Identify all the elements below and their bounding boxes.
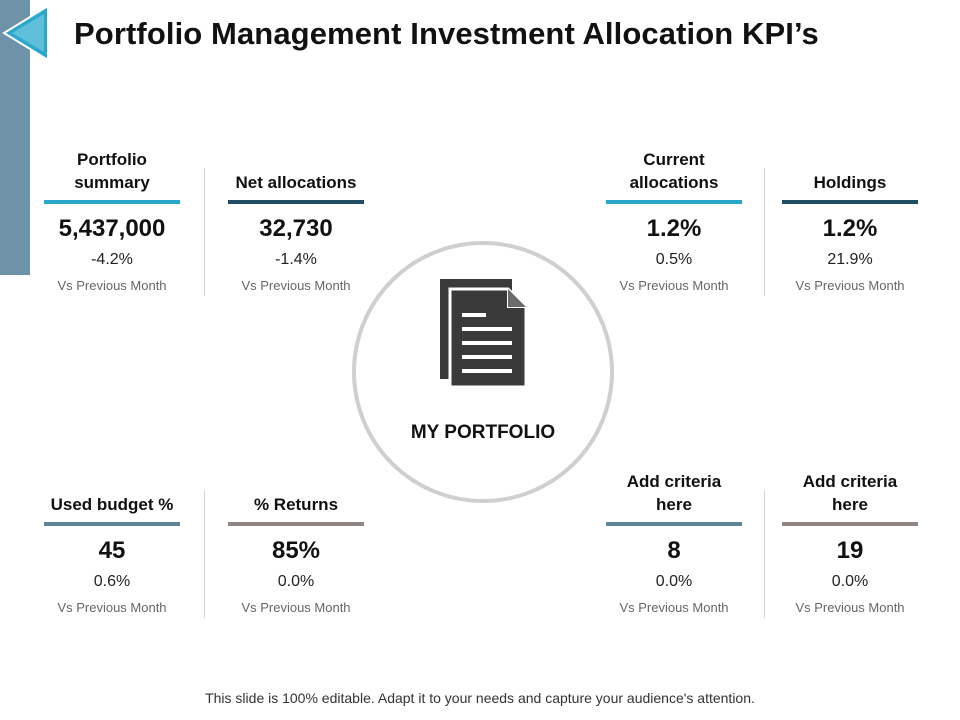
kpi-add-criteria-2: Add criteria here 19 0.0% Vs Previous Mo…	[780, 470, 920, 616]
kpi-caption: Vs Previous Month	[795, 600, 905, 615]
back-arrow-icon	[2, 4, 49, 62]
kpi-portfolio-summary: Portfolio summary 5,437,000 -4.2% Vs Pre…	[42, 148, 182, 294]
kpi-value: 32,730	[259, 215, 333, 242]
kpi-caption: Vs Previous Month	[57, 278, 167, 293]
kpi-divider	[204, 490, 205, 618]
kpi-change: 0.0%	[277, 573, 315, 590]
kpi-caption: Vs Previous Month	[619, 278, 729, 293]
kpi-rule	[606, 200, 742, 204]
kpi-change: 0.0%	[655, 573, 693, 590]
kpi-value: 1.2%	[646, 215, 702, 242]
kpi-value: 85%	[271, 537, 321, 564]
kpi-returns: % Returns 85% 0.0% Vs Previous Month	[226, 470, 366, 616]
kpi-label: Add criteria here	[626, 472, 722, 514]
kpi-rule	[228, 522, 364, 526]
kpi-used-budget: Used budget % 45 0.6% Vs Previous Month	[42, 470, 182, 616]
kpi-change: 0.5%	[655, 251, 693, 268]
kpi-rule	[44, 200, 180, 204]
kpi-rule	[44, 522, 180, 526]
kpi-change: 0.6%	[93, 573, 131, 590]
kpi-value: 5,437,000	[58, 215, 166, 242]
kpi-rule	[228, 200, 364, 204]
kpi-caption: Vs Previous Month	[241, 278, 351, 293]
kpi-value: 45	[98, 537, 126, 564]
kpi-label: Add criteria here	[802, 472, 898, 514]
kpi-caption: Vs Previous Month	[795, 278, 905, 293]
kpi-label: Portfolio summary	[74, 150, 150, 192]
document-icon	[440, 279, 528, 389]
kpi-change: -4.2%	[91, 251, 133, 268]
kpi-change: 0.0%	[831, 573, 869, 590]
kpi-label: Used budget %	[50, 495, 174, 514]
kpi-holdings: Holdings 1.2% 21.9% Vs Previous Month	[780, 148, 920, 294]
kpi-divider	[764, 490, 765, 618]
kpi-rule	[606, 522, 742, 526]
footer-note: This slide is 100% editable. Adapt it to…	[205, 690, 755, 706]
kpi-value: 8	[667, 537, 681, 564]
kpi-divider	[204, 168, 205, 296]
kpi-add-criteria-1: Add criteria here 8 0.0% Vs Previous Mon…	[604, 470, 744, 616]
kpi-label: Holdings	[813, 173, 887, 192]
kpi-value: 19	[836, 537, 864, 564]
kpi-rule	[782, 200, 918, 204]
kpi-label: Net allocations	[235, 173, 357, 192]
kpi-current-allocations: Current allocations 1.2% 0.5% Vs Previou…	[604, 148, 744, 294]
my-portfolio-circle: MY PORTFOLIO	[352, 241, 614, 503]
kpi-rule	[782, 522, 918, 526]
kpi-caption: Vs Previous Month	[57, 600, 167, 615]
slide-title: Portfolio Management Investment Allocati…	[74, 16, 819, 51]
kpi-net-allocations: Net allocations 32,730 -1.4% Vs Previous…	[226, 148, 366, 294]
kpi-label: % Returns	[253, 495, 339, 514]
kpi-caption: Vs Previous Month	[619, 600, 729, 615]
kpi-label: Current allocations	[629, 150, 719, 192]
kpi-change: 21.9%	[827, 251, 873, 268]
kpi-change: -1.4%	[275, 251, 317, 268]
kpi-value: 1.2%	[822, 215, 878, 242]
kpi-caption: Vs Previous Month	[241, 600, 351, 615]
kpi-divider	[764, 168, 765, 296]
center-label: MY PORTFOLIO	[410, 422, 556, 443]
